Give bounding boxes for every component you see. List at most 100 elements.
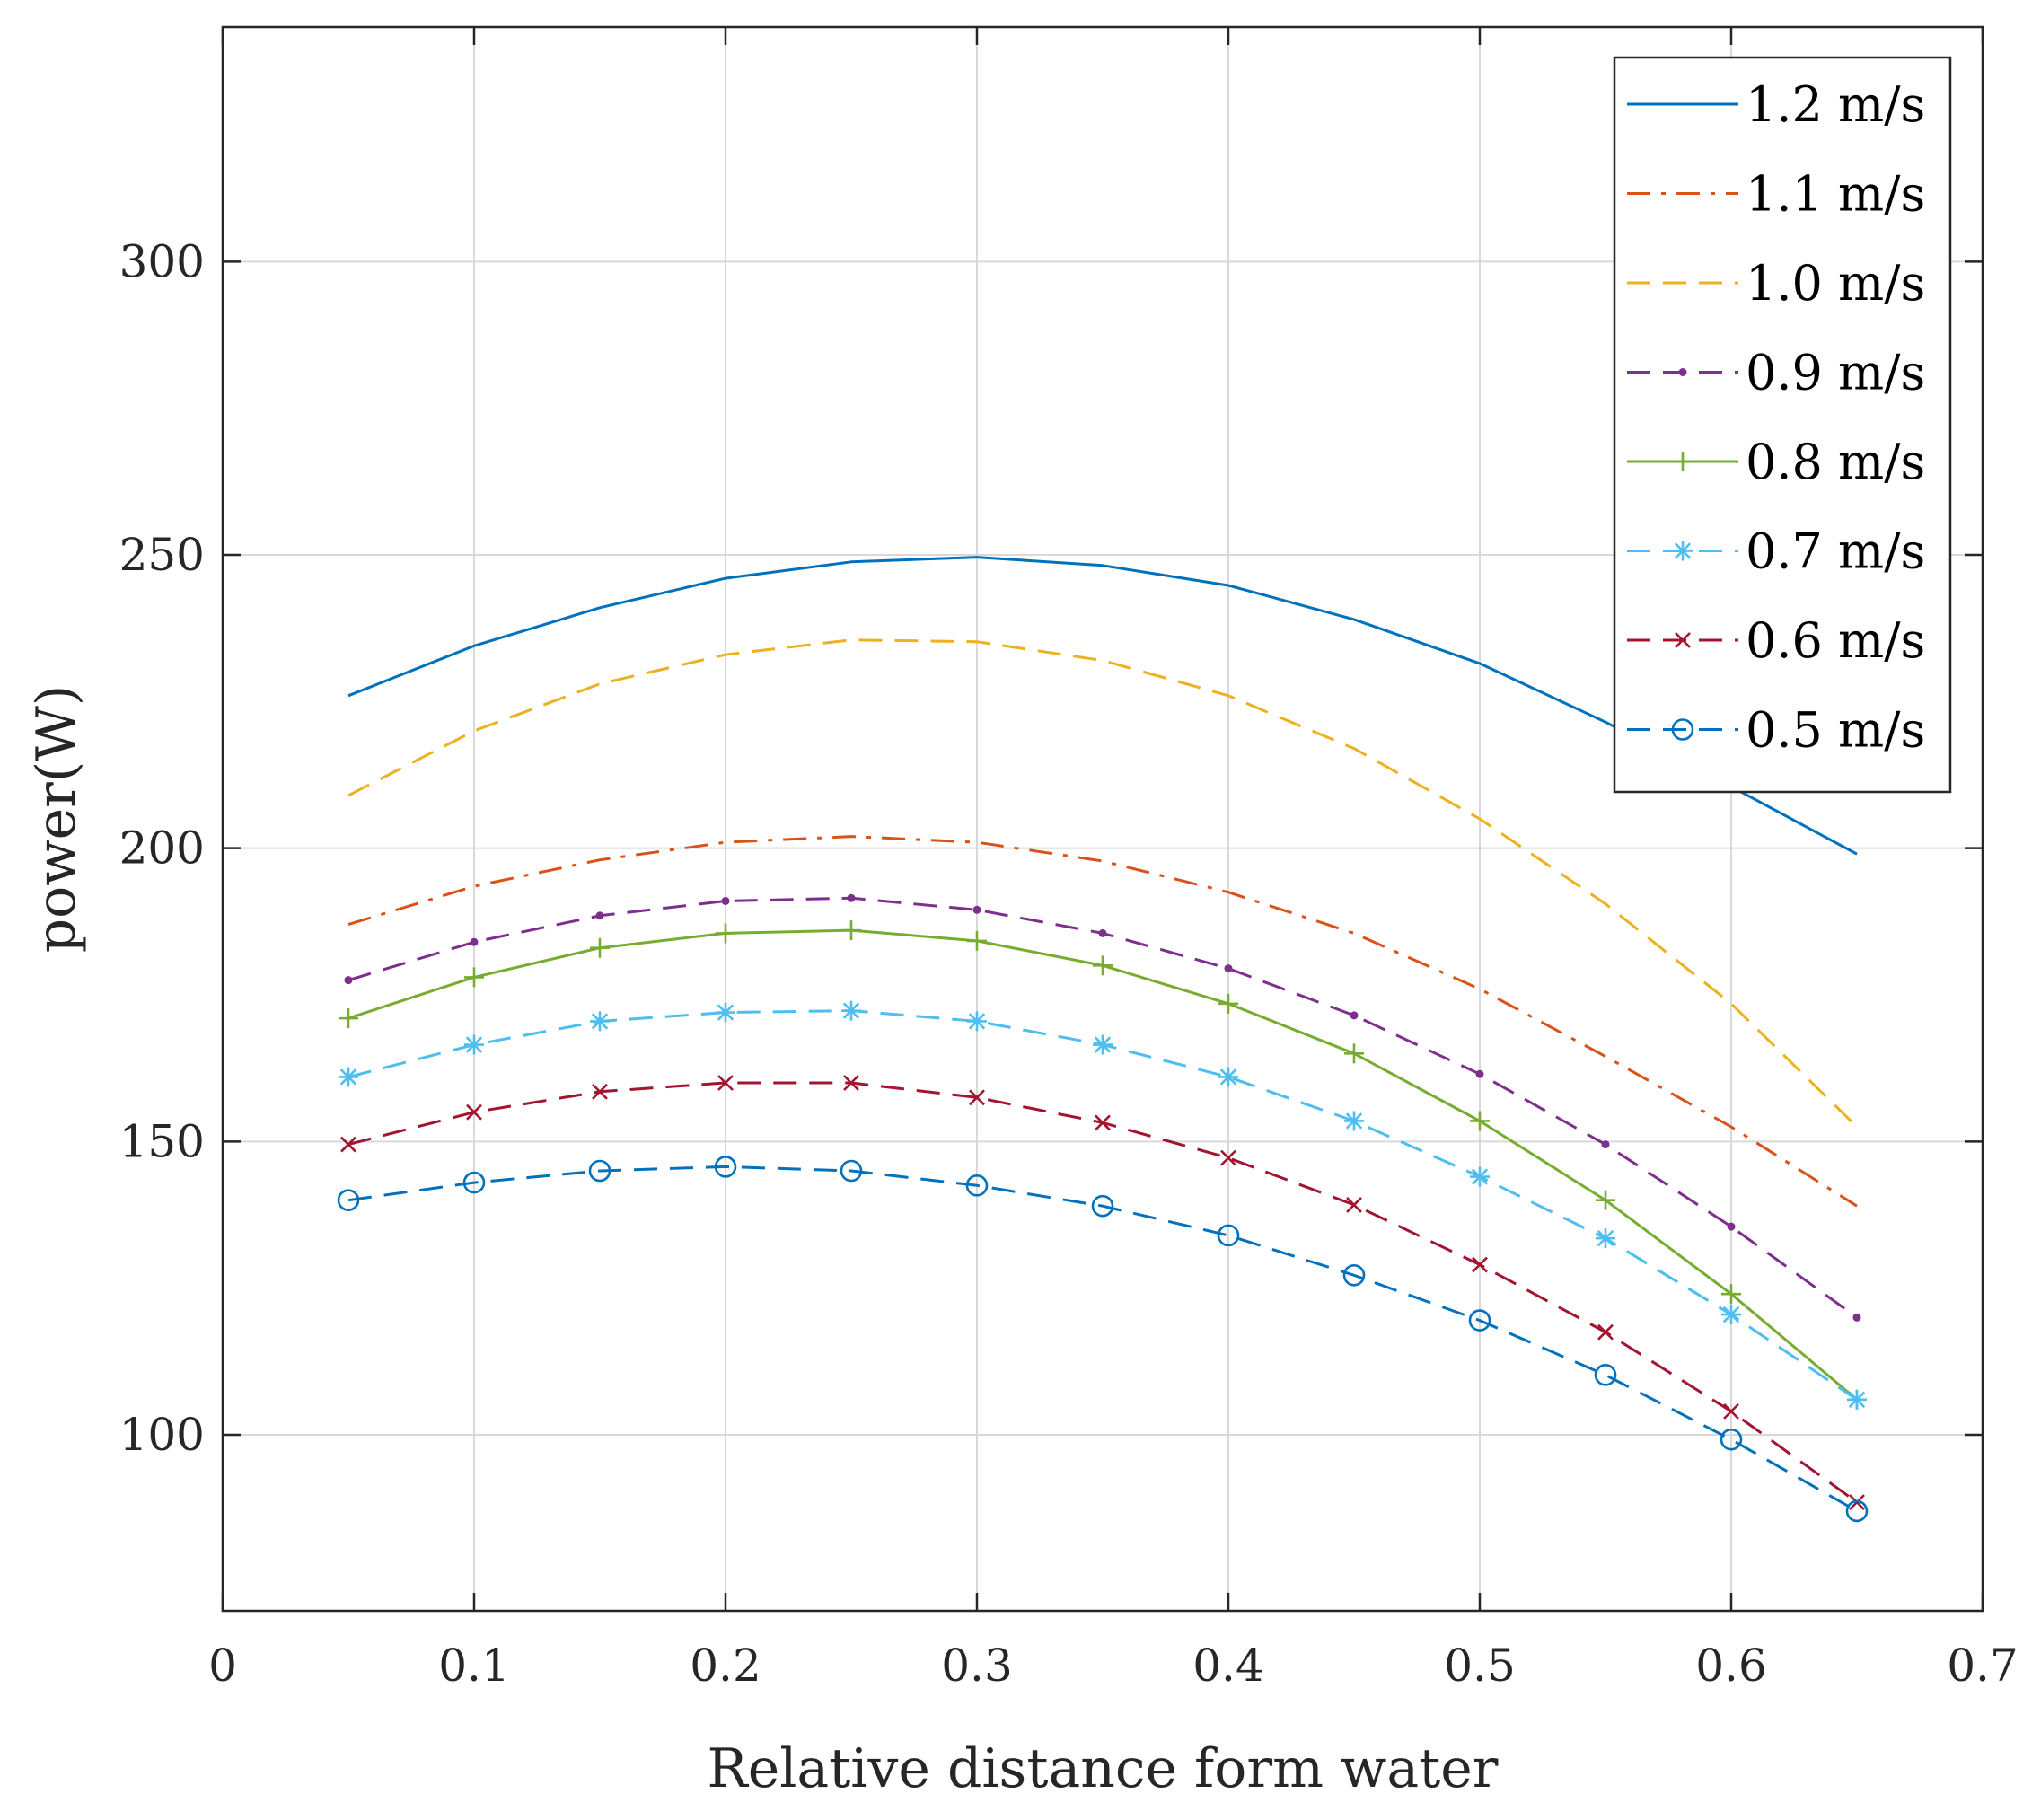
data-point xyxy=(1224,964,1233,973)
legend-label: 1.2 m/s xyxy=(1746,76,1925,133)
series-4 xyxy=(344,893,1861,1322)
series-line xyxy=(347,556,1858,856)
data-point xyxy=(1350,1011,1359,1020)
data-point xyxy=(843,1075,859,1091)
series-6 xyxy=(339,1000,1867,1410)
legend-box xyxy=(1613,56,1952,794)
x-tick-label: 0.7 xyxy=(1947,1640,2019,1692)
data-point xyxy=(967,1011,987,1032)
data-point xyxy=(1218,993,1238,1014)
tick-labels: 0 0.1 0.2 0.3 0.4 0.5 0.6 0.7 100 150 200 250 300 xyxy=(119,235,2019,1692)
legend-item: 0.5 m/s xyxy=(1627,702,1925,759)
data-point xyxy=(595,911,604,920)
data-point xyxy=(1847,1389,1867,1410)
legend-item: 1.2 m/s xyxy=(1627,76,1925,133)
data-point xyxy=(1845,1499,1869,1523)
x-tick-label: 0.6 xyxy=(1695,1640,1767,1692)
legend-items: 1.2 m/s 1.1 m/s 1.0 m/s 0.9 m/s 0.8 m/s 0.7 m… xyxy=(1627,76,1925,759)
data-point xyxy=(1098,928,1107,937)
x-tick-label: 0.3 xyxy=(941,1640,1013,1692)
data-point xyxy=(339,1008,358,1029)
data-point xyxy=(1720,1428,1743,1451)
data-point xyxy=(1091,1194,1114,1218)
data-point xyxy=(716,923,735,944)
x-tick-label: 0.4 xyxy=(1192,1640,1264,1692)
x-tick-label: 0.5 xyxy=(1444,1640,1516,1692)
series-line xyxy=(347,835,1858,1208)
data-point xyxy=(841,1000,861,1021)
y-tick-label: 300 xyxy=(119,235,205,287)
data-point xyxy=(1597,1323,1614,1341)
data-point xyxy=(972,905,981,914)
data-point xyxy=(965,1174,989,1197)
legend-item: 1.0 m/s xyxy=(1627,255,1925,312)
data-point xyxy=(1217,1224,1240,1247)
legend-marker xyxy=(1673,541,1693,561)
data-point xyxy=(1596,1228,1615,1249)
data-point xyxy=(464,967,484,988)
legend-label: 0.9 m/s xyxy=(1746,345,1925,401)
data-point xyxy=(1723,1402,1739,1420)
legend-label: 0.8 m/s xyxy=(1746,434,1925,490)
data-point xyxy=(1475,1069,1484,1078)
data-point xyxy=(1721,1305,1741,1325)
data-point xyxy=(466,1103,482,1121)
series-1 xyxy=(347,556,1858,856)
data-point xyxy=(1472,1256,1488,1273)
data-point xyxy=(1727,1222,1736,1231)
data-point xyxy=(464,1034,484,1055)
data-point xyxy=(588,1159,611,1183)
plot-frame xyxy=(221,25,1984,1613)
data-point xyxy=(1344,1043,1364,1064)
data-point xyxy=(1095,1114,1111,1131)
legend-item: 0.8 m/s xyxy=(1627,434,1925,490)
data-point xyxy=(841,920,861,941)
legend-label: 0.7 m/s xyxy=(1746,523,1925,580)
y-tick-label: 100 xyxy=(119,1409,205,1461)
data-point xyxy=(340,1136,356,1153)
data-point xyxy=(470,937,479,946)
legend-marker xyxy=(1671,718,1694,741)
x-tick-label: 0.2 xyxy=(690,1640,761,1692)
data-point xyxy=(1601,1140,1610,1149)
y-tick-label: 200 xyxy=(119,822,205,875)
x-tick-label: 0 xyxy=(208,1640,237,1692)
legend: 1.2 m/s 1.1 m/s 1.0 m/s 0.9 m/s 0.8 m/s 0.7 m… xyxy=(1613,56,1952,794)
series-8 xyxy=(337,1156,1869,1523)
legend-label: 0.5 m/s xyxy=(1746,702,1925,759)
x-tick-label: 0.1 xyxy=(438,1640,510,1692)
data-point xyxy=(840,1159,863,1183)
data-point xyxy=(716,1002,735,1023)
legend-label: 1.0 m/s xyxy=(1746,255,1925,312)
legend-marker xyxy=(1678,368,1687,376)
data-point xyxy=(1852,1313,1861,1322)
y-tick-label: 150 xyxy=(119,1115,205,1167)
legend-item: 0.9 m/s xyxy=(1627,345,1925,401)
legend-item: 0.7 m/s xyxy=(1627,523,1925,580)
axis-ticks xyxy=(221,27,1984,1611)
data-point xyxy=(1468,1309,1491,1332)
data-point xyxy=(462,1171,486,1194)
y-tick-label: 250 xyxy=(119,529,205,581)
data-point xyxy=(1093,955,1113,976)
legend-item: 1.1 m/s xyxy=(1627,166,1925,223)
series-layer xyxy=(337,556,1869,1523)
y-axis-title: power(W) xyxy=(25,685,88,954)
data-point xyxy=(967,930,987,951)
legend-marker xyxy=(1673,452,1693,471)
data-point xyxy=(714,1156,737,1178)
legend-marker xyxy=(1675,632,1691,648)
data-point xyxy=(1218,1067,1238,1087)
data-point xyxy=(847,893,856,902)
legend-label: 1.1 m/s xyxy=(1746,166,1925,223)
series-3 xyxy=(347,638,1859,1129)
series-5 xyxy=(339,920,1867,1410)
data-point xyxy=(1220,1149,1236,1166)
data-point xyxy=(590,1011,610,1032)
data-point xyxy=(1721,1284,1741,1305)
legend-item: 0.6 m/s xyxy=(1627,612,1925,669)
data-point xyxy=(721,896,730,905)
data-point xyxy=(1344,1111,1364,1131)
data-point xyxy=(969,1089,985,1106)
